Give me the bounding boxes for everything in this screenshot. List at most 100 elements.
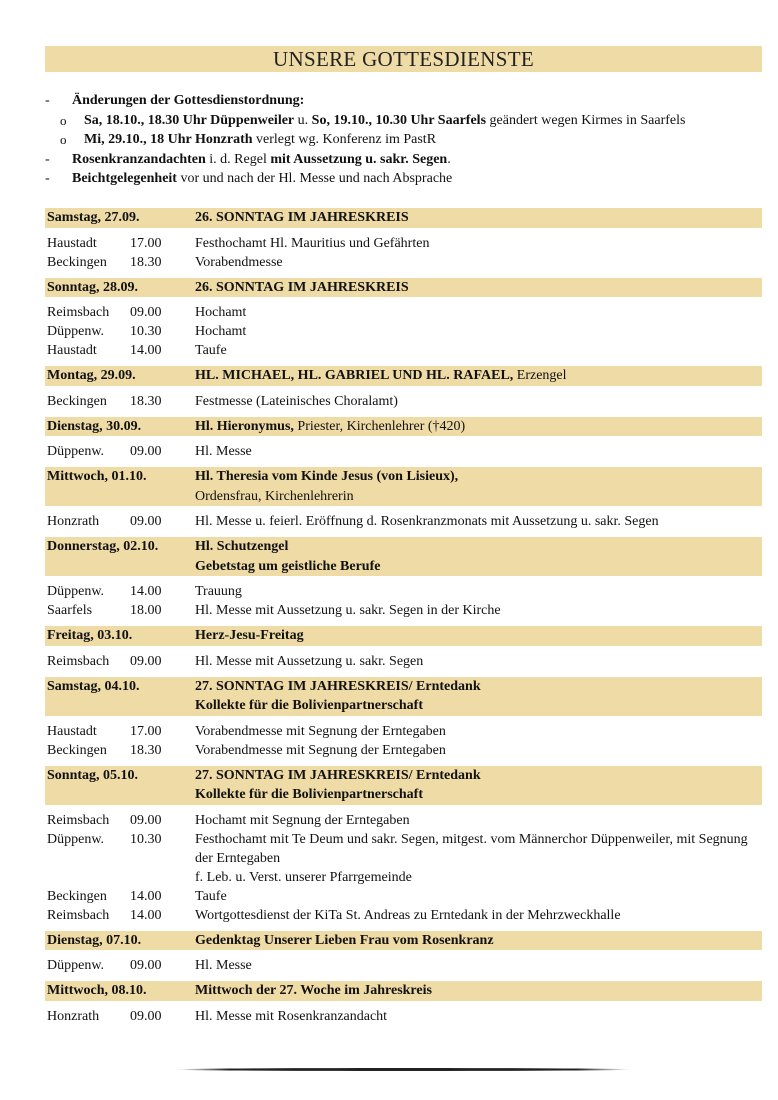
day-title-line: Mittwoch der 27. Woche im Jahreskreis [195, 981, 762, 1001]
service-time: 14.00 [130, 343, 162, 358]
note-item: - Beichtgelegenheit vor und nach der Hl. … [45, 169, 765, 189]
service-description: Wortgottesdienst der KiTa St. Andreas zu… [195, 907, 621, 923]
service-row: Düppenw. 09.00 Hl. Messe [47, 442, 762, 461]
service-row: Düppenw. 10.30 Hochamt [47, 322, 762, 341]
service-time: 09.00 [130, 305, 162, 320]
note-text: Mi, 29.10., 18 Uhr Honzrath verlegt wg. … [45, 132, 436, 147]
day-date: Dienstag, 07.10. [47, 932, 142, 948]
service-time: 18.30 [130, 742, 162, 758]
service-place: Beckingen [47, 888, 107, 904]
text-segment: Rosenkranzandachten [72, 151, 206, 167]
day-header: Dienstag, 30.09. Hl. Hieronymus, Priester… [45, 416, 762, 436]
notes-list: - Änderungen der Gottesdienstordnung: o Sa,… [45, 91, 765, 189]
service-row: Beckingen 14.00 Taufe [47, 887, 762, 906]
day-header: Dienstag, 07.10. Gedenktag Unserer Lieben… [45, 930, 762, 951]
service-place: Beckingen [47, 254, 107, 270]
day-title-line: 27. SONNTAG IM JAHRESKREIS/ Erntedank [195, 766, 762, 786]
service-row: Honzrath 09.00 Hl. Messe u. feierl. Eröffn… [47, 512, 762, 531]
service-place: Haustadt [47, 343, 97, 358]
day-title-line: 26. SONNTAG IM JAHRESKREIS [195, 208, 762, 228]
service-row: Haustadt 14.00 Taufe [47, 341, 762, 360]
day-date: Freitag, 03.10. [47, 628, 133, 643]
service-row: Reimsbach 09.00 Hochamt [47, 303, 762, 322]
text-segment: Änderungen der Gottesdienstordnung: [72, 93, 305, 108]
service-row: Reimsbach 09.00 Hochamt mit Segnung der Er… [47, 811, 762, 830]
service-time: 09.00 [130, 958, 162, 973]
dash-bullet: - [45, 151, 50, 167]
text-segment: Kollekte für die Bolivienpartnerschaft [195, 787, 423, 802]
service-description: Hochamt [195, 324, 247, 339]
day-date: Mittwoch, 01.10. [47, 469, 147, 484]
text-segment: Ordensfrau, Kirchenlehrerin [195, 488, 354, 504]
day-header: Montag, 29.09. HL. MICHAEL, HL. GABRIEL U… [45, 366, 762, 386]
service-row: Düppenw. 14.00 Trauung [47, 582, 762, 601]
day-date: Sonntag, 28.09. [47, 279, 139, 295]
text-segment: Gebetstag um geistliche Berufe [195, 558, 381, 574]
service-place: Beckingen [47, 742, 107, 758]
text-segment: vor und nach der Hl. Messe und nach Absp… [176, 171, 453, 186]
day-title-line: Herz-Jesu-Freitag [195, 626, 762, 646]
service-time: 09.00 [130, 1008, 162, 1024]
service-description: f. Leb. u. Verst. unserer Pfarrgemeinde [195, 869, 412, 885]
day-title: 27. SONNTAG IM JAHRESKREIS/ Erntedank Kol… [195, 766, 762, 805]
text-segment: Mi, 29.10., 18 Uhr Honzrath [84, 132, 253, 147]
text-segment: 26. SONNTAG IM JAHRESKREIS [195, 279, 409, 295]
service-row: Haustadt 17.00 Festhochamt Hl. Mauritius u… [47, 234, 762, 253]
service-place: Düppenw. [47, 831, 105, 847]
note-text: Sa, 18.10., 18.30 Uhr Düppenweiler u. So… [45, 113, 685, 128]
day-title-line: HL. MICHAEL, HL. GABRIEL UND HL. RAFAEL,… [195, 366, 762, 386]
text-segment: HL. MICHAEL, HL. GABRIEL UND HL. RAFAEL, [195, 368, 514, 383]
day-title: Hl. Theresia vom Kinde Jesus (von Lisieu… [195, 467, 762, 506]
service-place: Saarfels [47, 603, 93, 618]
dash-bullet: - [45, 93, 50, 108]
service-row: f. Leb. u. Verst. unserer Pfarrgemeinde [47, 868, 762, 887]
circle-bullet: o [60, 112, 67, 128]
note-text: Beichtgelegenheit vor und nach der Hl. M… [45, 171, 452, 186]
text-segment: Mittwoch der 27. Woche im Jahreskreis [195, 983, 432, 998]
text-segment: 26. SONNTAG IM JAHRESKREIS [195, 210, 409, 225]
service-row: Reimsbach 14.00 Wortgottesdienst der KiTa … [47, 906, 762, 925]
service-time: 17.00 [130, 723, 162, 739]
service-row: Saarfels 18.00 Hl. Messe mit Aussetzung u.… [47, 601, 762, 620]
day-block: Mittwoch, 01.10. Hl. Theresia vom Kinde J… [45, 467, 762, 537]
text-segment: Hl. Hieronymus, [195, 418, 294, 434]
day-title: 27. SONNTAG IM JAHRESKREIS/ Erntedank Kol… [195, 677, 762, 716]
day-title: Mittwoch der 27. Woche im Jahreskreis [195, 981, 762, 1001]
day-title-line: 27. SONNTAG IM JAHRESKREIS/ Erntedank [195, 677, 762, 697]
service-place: Reimsbach [47, 305, 110, 320]
service-description: Hl. Messe [195, 958, 252, 973]
service-list: Haustadt 17.00 Festhochamt Hl. Mauritius u… [45, 228, 762, 278]
service-place: Düppenw. [47, 584, 105, 599]
text-segment: Kollekte für die Bolivienpartnerschaft [195, 698, 423, 713]
day-block: Samstag, 27.09. 26. SONNTAG IM JAHRESKREI… [45, 208, 762, 278]
service-time: 17.00 [130, 235, 162, 251]
service-row: Beckingen 18.30 Vorabendmesse mit Segnung … [47, 741, 762, 760]
service-time: 10.30 [130, 831, 162, 847]
day-header: Sonntag, 28.09. 26. SONNTAG IM JAHRESKREI… [45, 277, 762, 297]
text-segment: Sa, 18.10., 18.30 Uhr Düppenweiler [84, 112, 295, 128]
text-segment: Beichtgelegenheit [72, 171, 177, 186]
day-date: Sonntag, 05.10. [47, 767, 139, 783]
service-time: 18.30 [130, 393, 162, 409]
service-description: Hochamt [195, 305, 247, 320]
service-time: 18.00 [130, 603, 162, 618]
text-segment: Gedenktag Unserer Lieben Frau vom Rosenk… [195, 932, 494, 948]
day-title: Gedenktag Unserer Lieben Frau vom Rosenk… [195, 931, 762, 951]
day-date: Donnerstag, 02.10. [47, 539, 159, 554]
service-place: Haustadt [47, 723, 97, 739]
service-description: Trauung [195, 584, 242, 599]
day-date: Samstag, 04.10. [47, 678, 140, 694]
day-header: Sonntag, 05.10. 27. SONNTAG IM JAHRESKREI… [45, 765, 762, 805]
day-block: Donnerstag, 02.10. Hl. Schutzengel Gebetst… [45, 537, 762, 626]
day-title: 26. SONNTAG IM JAHRESKREIS [195, 208, 762, 228]
service-description: Hochamt mit Segnung der Erntegaben [195, 812, 410, 828]
service-list: Haustadt 17.00 Vorabendmesse mit Segnung d… [45, 716, 762, 766]
text-segment: 27. SONNTAG IM JAHRESKREIS/ Erntedank [195, 767, 481, 783]
day-title: HL. MICHAEL, HL. GABRIEL UND HL. RAFAEL,… [195, 366, 762, 386]
service-time [130, 868, 195, 887]
service-place: Düppenw. [47, 958, 105, 973]
service-row: Haustadt 17.00 Vorabendmesse mit Segnung d… [47, 722, 762, 741]
day-block: Dienstag, 07.10. Gedenktag Unserer Lieben… [45, 930, 762, 982]
schedule: Samstag, 27.09. 26. SONNTAG IM JAHRESKREI… [45, 208, 762, 1032]
